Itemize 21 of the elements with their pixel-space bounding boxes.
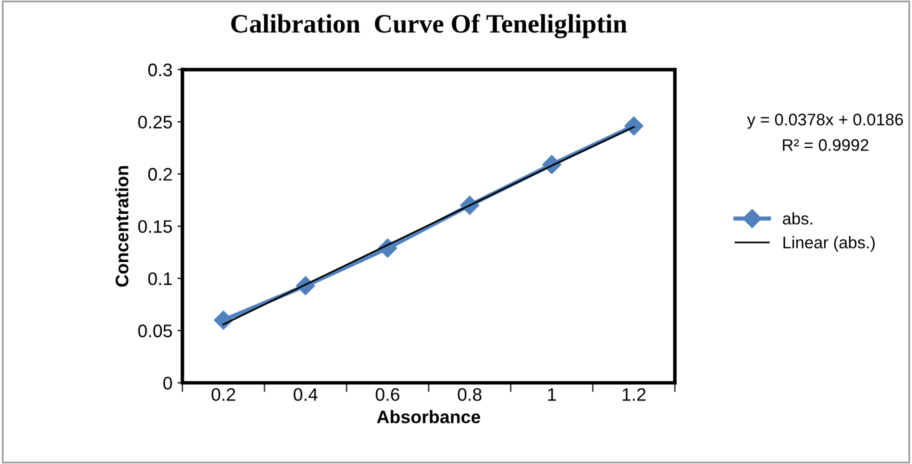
x-axis-title: Absorbance <box>376 410 480 424</box>
x-tick-label: 0.6 <box>376 388 400 401</box>
y-tick-label: 0.3 <box>148 64 172 76</box>
y-tick-label: 0.2 <box>148 168 172 181</box>
chart-title: Calibration Curve Of Teneligliptin <box>231 14 627 38</box>
y-axis-title: Concentration <box>115 166 128 287</box>
x-tick-label: 0.4 <box>294 388 318 401</box>
x-tick-label: 1.2 <box>622 388 646 401</box>
x-tick-label: 0.8 <box>458 388 482 401</box>
y-tick-label: 0.05 <box>138 324 172 338</box>
x-tick-label: 1 <box>548 388 556 401</box>
text: R² = 0.9992 <box>782 139 868 151</box>
legend-label: abs. <box>782 212 812 225</box>
x-tick-label: 0.2 <box>212 388 236 401</box>
point <box>624 116 644 136</box>
text: y = 0.0378x + 0.0186 <box>747 114 903 129</box>
y-tick-label: 0 <box>163 376 172 390</box>
legend-label: Linear (abs.) <box>784 236 875 252</box>
y-tick-label: 0.15 <box>138 220 172 233</box>
y-tick-label: 0.25 <box>138 116 172 129</box>
y-tick-label: 0.1 <box>148 272 172 286</box>
